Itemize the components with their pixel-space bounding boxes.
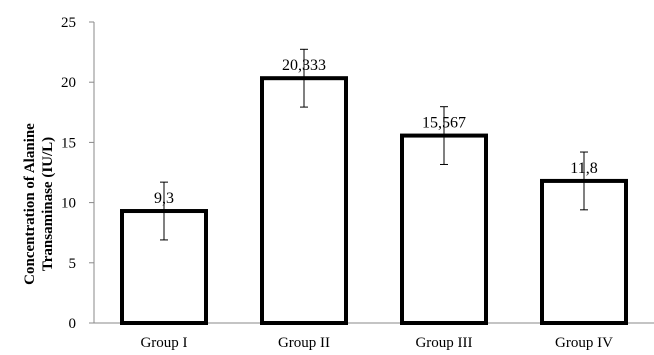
bars <box>120 76 628 326</box>
y-axis-title-line-2: Transaminase (IU/L) <box>40 137 56 271</box>
y-tick-label: 5 <box>69 256 77 272</box>
error-bars <box>160 48 588 241</box>
y-axis-title: Concentration of Alanine Transaminase (I… <box>22 123 56 285</box>
x-axis-labels: Group I Group II Group III Group IV <box>140 335 613 351</box>
data-label: 20,333 <box>282 57 326 74</box>
y-tick-label: 25 <box>61 15 76 31</box>
x-tick-label: Group II <box>278 335 330 351</box>
y-axis-ticks: 0 5 10 15 20 25 <box>61 15 94 332</box>
y-tick-label: 0 <box>69 316 77 332</box>
y-axis-title-line-1: Concentration of Alanine <box>22 123 38 285</box>
data-label: 11,8 <box>570 160 597 177</box>
y-tick-label: 15 <box>61 135 76 151</box>
x-tick-label: Group I <box>140 335 187 351</box>
data-label: 15,567 <box>422 115 466 132</box>
bar <box>400 133 488 325</box>
data-labels: 9,3 20,333 15,567 11,8 <box>154 57 598 207</box>
x-tick-label: Group III <box>415 335 472 351</box>
y-tick-label: 20 <box>61 75 76 91</box>
x-tick-label: Group IV <box>555 335 613 351</box>
data-label: 9,3 <box>154 190 174 207</box>
bar <box>260 76 348 326</box>
y-tick-label: 10 <box>61 196 76 212</box>
